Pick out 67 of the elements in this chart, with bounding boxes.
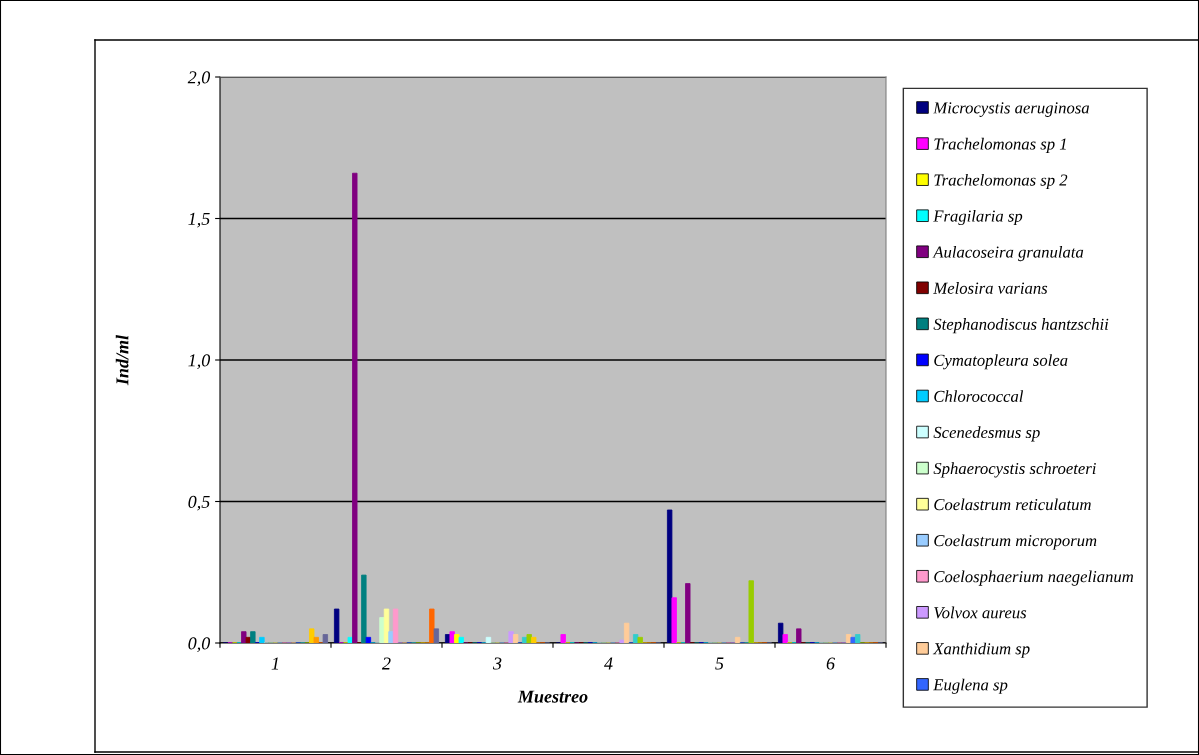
bar bbox=[850, 636, 856, 643]
legend-label: Fragilaria sp bbox=[933, 209, 1023, 226]
legend-label: Coelosphaerium naegelianum bbox=[934, 570, 1134, 586]
bar bbox=[245, 636, 251, 643]
legend-label: Coelastrum microporum bbox=[934, 534, 1097, 550]
bar bbox=[796, 628, 802, 643]
legend-label: Trachelomonas sp 1 bbox=[934, 137, 1066, 153]
x-tick-label: 2 bbox=[381, 657, 391, 670]
bar bbox=[365, 636, 372, 643]
y-axis-title: Ind/ml bbox=[115, 334, 129, 386]
x-tick-label: 1 bbox=[271, 657, 279, 670]
bar bbox=[347, 636, 353, 643]
bar bbox=[748, 580, 754, 643]
bar bbox=[313, 636, 319, 643]
legend-label: Xanthidium sp bbox=[932, 642, 1030, 658]
bar bbox=[352, 172, 358, 643]
legend-label: Coelastrum reticulatum bbox=[934, 498, 1091, 511]
legend-label: Sphaerocystis schroeteri bbox=[933, 462, 1096, 478]
legend-label: Stephanodiscus hantzschii bbox=[933, 318, 1109, 334]
bar bbox=[333, 608, 340, 643]
bar bbox=[361, 574, 367, 643]
bar bbox=[309, 628, 315, 643]
legend-label: Trachelomonas sp 2 bbox=[934, 173, 1068, 190]
legend-label: Chlorococcal bbox=[934, 390, 1024, 402]
bar bbox=[685, 583, 691, 643]
bar bbox=[855, 634, 861, 643]
bar bbox=[241, 631, 247, 643]
bar bbox=[637, 636, 643, 643]
bar bbox=[782, 634, 788, 643]
y-tick-label: 0,5 bbox=[188, 495, 210, 511]
y-tick-label: 1,0 bbox=[188, 354, 211, 370]
y-tick-label: 2,0 bbox=[187, 71, 211, 87]
bar bbox=[526, 634, 532, 643]
legend-label: Euglena sp bbox=[933, 678, 1008, 694]
bar bbox=[531, 636, 537, 643]
bar bbox=[322, 634, 329, 643]
bar bbox=[560, 634, 566, 643]
bar bbox=[734, 636, 741, 643]
bar bbox=[259, 636, 265, 643]
legend-label: Scenedesmus sp bbox=[933, 426, 1040, 442]
y-tick-label: 1,5 bbox=[188, 212, 210, 228]
legend-label: Volvox aureus bbox=[934, 606, 1027, 619]
bar bbox=[671, 597, 677, 643]
bar bbox=[623, 622, 630, 643]
bar bbox=[458, 636, 464, 643]
bar bbox=[392, 608, 399, 643]
bar bbox=[508, 631, 514, 643]
x-tick-label: 3 bbox=[492, 657, 502, 670]
bar bbox=[250, 631, 256, 643]
x-axis-title: Muestreo bbox=[517, 690, 588, 703]
x-tick-label: 4 bbox=[604, 657, 613, 670]
bar bbox=[388, 631, 394, 643]
x-tick-label: 5 bbox=[715, 657, 724, 670]
legend-label: Melosira varians bbox=[933, 282, 1048, 294]
legend-label: Aulacoseira granulata bbox=[932, 246, 1084, 262]
legend-label: Cymatopleura solea bbox=[934, 354, 1068, 370]
bar bbox=[429, 608, 435, 643]
bar bbox=[433, 628, 440, 643]
bar bbox=[512, 634, 519, 643]
legend-label: Microcystis aeruginosa bbox=[933, 102, 1090, 117]
bar bbox=[777, 622, 784, 643]
y-tick-label: 0,0 bbox=[188, 637, 211, 653]
bar bbox=[379, 617, 385, 643]
bar bbox=[666, 509, 673, 643]
x-tick-label: 6 bbox=[826, 657, 835, 670]
bar bbox=[485, 636, 492, 643]
bar bbox=[449, 631, 455, 643]
